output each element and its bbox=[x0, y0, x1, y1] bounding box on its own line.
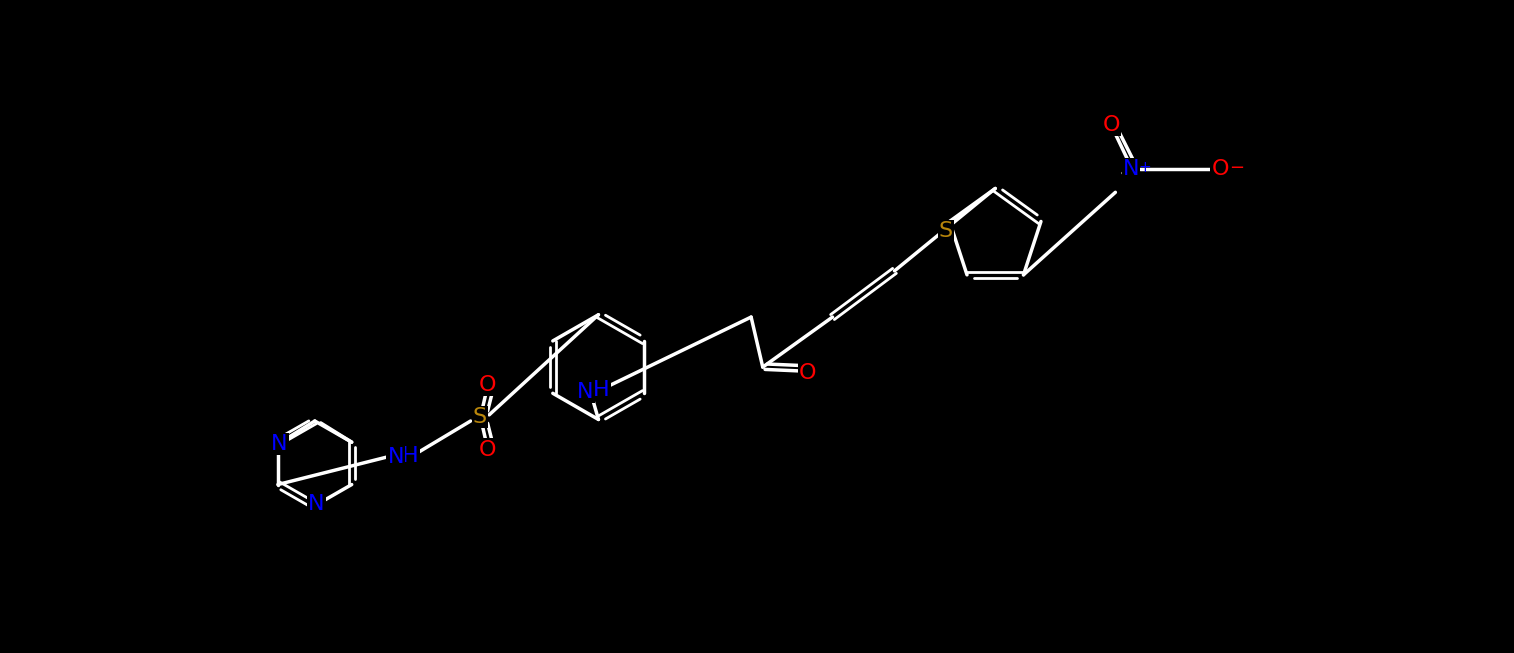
Text: O: O bbox=[799, 363, 816, 383]
Text: N: N bbox=[577, 382, 593, 402]
Text: N: N bbox=[388, 447, 404, 467]
Text: −: − bbox=[1229, 159, 1245, 177]
Text: O: O bbox=[478, 439, 497, 460]
Text: O: O bbox=[1211, 159, 1229, 179]
Text: O: O bbox=[478, 375, 497, 395]
Text: N: N bbox=[271, 434, 288, 454]
Text: N: N bbox=[309, 494, 324, 514]
Text: S: S bbox=[472, 407, 488, 427]
Text: H: H bbox=[593, 380, 610, 400]
Text: H: H bbox=[401, 445, 418, 466]
Text: O: O bbox=[1102, 114, 1120, 135]
Text: N: N bbox=[1122, 159, 1139, 179]
Text: +: + bbox=[1139, 160, 1151, 175]
Text: S: S bbox=[939, 221, 952, 241]
